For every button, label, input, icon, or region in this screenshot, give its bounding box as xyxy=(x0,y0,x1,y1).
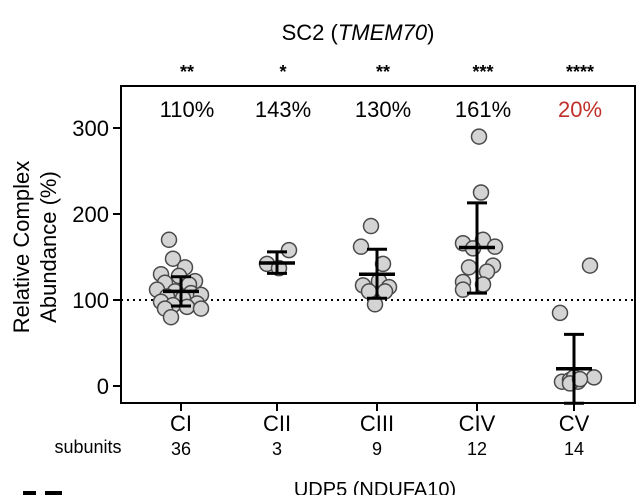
plot-frame xyxy=(120,85,636,404)
chart-title-close-paren: ) xyxy=(427,20,434,45)
percent-label-civ: 161% xyxy=(455,97,511,122)
group-ci: ** 110% xyxy=(148,62,215,326)
data-point-ciii-1 xyxy=(362,217,380,235)
plot-groups: ** 110% * 143% ** 130% *** 161% **** 20% xyxy=(148,62,603,405)
y-axis-ticks: 0 100 200 300 xyxy=(72,116,121,399)
percent-label-ciii: 130% xyxy=(355,97,411,122)
group-cii: * 143% xyxy=(255,62,311,277)
significance-label-ci: ** xyxy=(180,62,194,82)
category-label-civ: CIV xyxy=(459,411,496,436)
significance-label-cv: **** xyxy=(566,62,594,82)
significance-label-civ: *** xyxy=(472,62,493,82)
y-axis-label-line-1: Relative Complex xyxy=(9,161,34,333)
count-label-civ: 12 xyxy=(467,439,487,459)
count-label-ci: 36 xyxy=(171,439,191,459)
data-point-ci-21 xyxy=(162,308,180,326)
y-axis-label: Relative Complex Abundance (%) xyxy=(9,161,61,333)
data-point-civ-2 xyxy=(472,184,490,201)
y-tick-label-100: 100 xyxy=(72,288,109,313)
chart-title-open-paren: ( xyxy=(324,20,338,45)
data-point-cv-2 xyxy=(551,304,569,322)
data-point-civ-1 xyxy=(470,128,488,145)
data-point-ci-20 xyxy=(192,300,210,317)
group-cv: **** 20% xyxy=(551,62,603,405)
category-label-ci: CI xyxy=(170,411,192,436)
counts-row-label: subunits xyxy=(54,437,121,457)
category-label-ciii: CIII xyxy=(360,411,394,436)
y-tick-label-0: 0 xyxy=(97,374,109,399)
data-point-ciii-8 xyxy=(376,283,394,300)
next-panel-mark-1 xyxy=(23,491,36,495)
data-point-civ-12 xyxy=(454,281,472,298)
next-panel-fragment xyxy=(23,491,62,495)
y-axis-label-line-2: Abundance (%) xyxy=(36,171,61,323)
chart-title-main: SC2 xyxy=(282,20,325,45)
chart-title: SC2 (TMEM70) xyxy=(282,20,435,45)
count-label-ciii: 9 xyxy=(372,439,382,459)
percent-label-ci: 110% xyxy=(160,97,215,122)
significance-label-cii: * xyxy=(279,62,286,82)
data-point-civ-7 xyxy=(460,259,478,276)
significance-label-ciii: ** xyxy=(376,62,390,82)
x-axis-labels: CI 36 CII 3 CIII 9 CIV 12 CV 14 xyxy=(170,403,590,459)
data-point-ci-2 xyxy=(164,250,182,267)
category-label-cii: CII xyxy=(263,411,291,436)
y-tick-label-200: 200 xyxy=(72,202,109,227)
chart-title-gene: TMEM70 xyxy=(338,20,428,45)
data-point-ci-1 xyxy=(160,231,178,249)
y-tick-label-300: 300 xyxy=(72,116,109,141)
percent-label-cv: 20% xyxy=(558,97,602,122)
data-point-cii-2 xyxy=(280,241,298,259)
percent-label-cii: 143% xyxy=(255,97,311,122)
group-ciii: ** 130% xyxy=(352,62,411,313)
next-panel-mark-2 xyxy=(45,491,62,495)
data-point-cv-1 xyxy=(581,257,599,274)
group-civ: *** 161% xyxy=(454,62,511,298)
category-label-cv: CV xyxy=(559,411,590,436)
next-panel-title: UDP5 (NDUFA10) xyxy=(294,479,456,495)
data-point-ciii-2 xyxy=(352,238,370,255)
count-label-cv: 14 xyxy=(564,439,584,459)
data-point-cv-7 xyxy=(585,369,603,386)
count-label-cii: 3 xyxy=(272,439,282,459)
